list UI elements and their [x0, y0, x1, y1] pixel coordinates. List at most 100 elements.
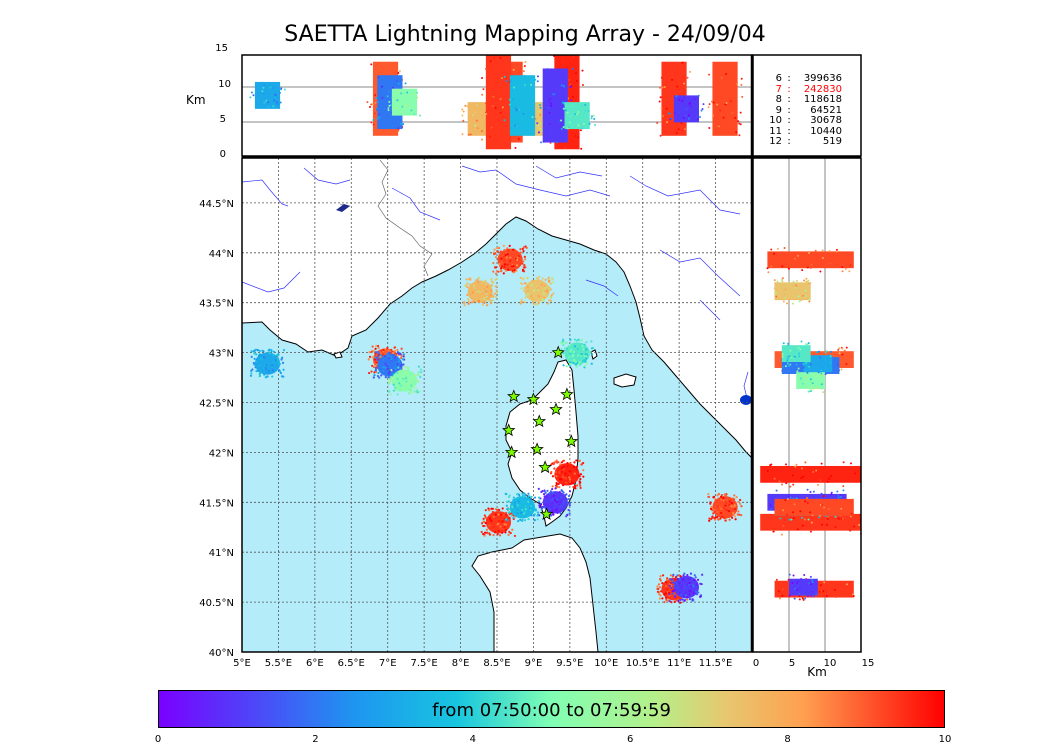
map-panel	[241, 157, 753, 653]
lightning-point	[550, 505, 553, 508]
lightning-point	[565, 341, 568, 344]
lightning-point	[492, 515, 495, 518]
lightning-point	[277, 361, 280, 364]
lightning-point	[693, 574, 696, 577]
side-point	[799, 378, 802, 381]
altitude-point	[572, 55, 575, 58]
altitude-point	[511, 98, 514, 101]
altitude-cluster	[481, 55, 518, 150]
altitude-point	[538, 110, 541, 113]
stat-key: 11	[769, 125, 782, 137]
lightning-point	[563, 353, 566, 357]
lightning-point	[485, 288, 488, 291]
altitude-point	[724, 103, 727, 106]
lightning-point	[517, 254, 520, 258]
lightning-point	[549, 299, 553, 302]
altitude-point	[661, 86, 664, 89]
side-point	[790, 518, 793, 521]
lightning-point	[562, 476, 565, 479]
lightning-point	[579, 473, 583, 476]
altitude-point	[484, 67, 487, 70]
lightning-point	[507, 511, 510, 514]
lightning-point	[388, 352, 391, 356]
side-point	[815, 469, 818, 472]
lightning-point	[387, 376, 390, 379]
lightning-point	[546, 290, 549, 293]
lightning-point	[496, 532, 499, 536]
lightning-point	[503, 248, 506, 252]
lightning-point	[469, 293, 472, 296]
lightning-point	[473, 284, 476, 287]
lightning-point	[506, 247, 509, 250]
side-point	[819, 479, 822, 482]
altitude-point	[581, 69, 584, 72]
side-point	[788, 355, 791, 358]
side-point	[805, 386, 808, 389]
side-point	[815, 592, 818, 595]
altitude-point	[678, 95, 681, 98]
side-point	[817, 516, 820, 519]
lightning-point	[576, 347, 579, 351]
altitude-point	[575, 79, 578, 82]
altitude-point	[738, 134, 741, 137]
lightning-point	[267, 371, 271, 374]
lightning-point	[408, 388, 411, 391]
side-point	[802, 362, 805, 365]
stat-row: 10:30678	[758, 115, 852, 127]
altitude-point	[250, 91, 253, 94]
lightning-point	[716, 510, 719, 513]
lightning-point	[737, 500, 740, 504]
lightning-point	[549, 288, 552, 291]
lightning-point	[396, 371, 399, 375]
altitude-cluster	[386, 88, 422, 117]
side-band	[796, 372, 825, 389]
lightning-point	[562, 364, 565, 367]
lightning-point	[257, 354, 261, 357]
lightning-point	[558, 477, 561, 481]
lightning-point	[405, 380, 408, 383]
altitude-point	[519, 124, 522, 127]
side-point	[796, 582, 799, 585]
lightning-point	[485, 528, 488, 531]
lightning-point	[523, 263, 526, 267]
side-point	[803, 573, 806, 576]
lightning-point	[381, 358, 384, 361]
side-cluster	[774, 495, 854, 521]
lightning-point	[575, 459, 578, 462]
lightning-cluster	[249, 348, 286, 379]
side-point	[827, 515, 830, 518]
lightning-point	[278, 370, 282, 373]
lightning-point	[568, 356, 571, 359]
lightning-point	[659, 575, 662, 578]
station-star-icon	[532, 414, 547, 428]
lightning-point	[484, 283, 487, 286]
lightning-point	[503, 526, 506, 529]
side-point	[816, 582, 819, 585]
lightning-point	[510, 514, 513, 517]
lightning-point	[281, 361, 285, 364]
side-point	[773, 477, 776, 480]
side-point	[770, 508, 773, 511]
side-point	[807, 390, 810, 393]
lightning-point	[525, 246, 528, 250]
lightning-point	[405, 376, 409, 379]
lightning-point	[669, 574, 672, 577]
side-point	[841, 347, 844, 350]
altitude-point	[522, 125, 525, 128]
altitude-point	[499, 111, 502, 114]
lightning-point	[685, 585, 688, 589]
stat-value: 10440	[810, 125, 842, 137]
altitude-point	[712, 101, 715, 104]
lightning-point	[258, 349, 261, 353]
lightning-point	[558, 470, 561, 473]
altitude-point	[374, 94, 377, 97]
lightning-point	[707, 495, 711, 499]
lightning-point	[723, 516, 726, 520]
lightning-point	[512, 496, 515, 499]
lightning-point	[664, 592, 668, 595]
lightning-point	[375, 351, 378, 354]
lightning-point	[373, 350, 376, 353]
lightning-point	[692, 591, 695, 594]
lightning-point	[682, 574, 685, 577]
side-point	[789, 485, 792, 488]
